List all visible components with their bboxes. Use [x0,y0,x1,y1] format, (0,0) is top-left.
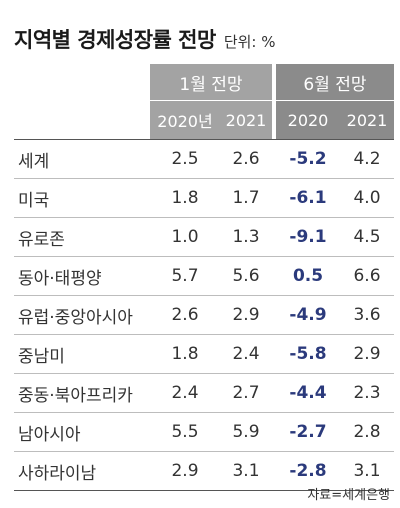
jun-2021-cell: 2.9 [353,344,381,364]
jan-2020-cell: 5.7 [171,266,199,286]
jun-2020-cell: -2.7 [289,422,327,442]
jan-2020-cell: 1.8 [171,188,199,208]
jun-2021-cell: 3.1 [353,461,381,481]
jan-2021-cell: 5.6 [232,266,260,286]
jun-2021-cell: 2.8 [353,422,381,442]
jun-2020-cell: -9.1 [289,227,327,247]
jan-2021-cell: 3.1 [232,461,260,481]
source-note: 자료=세계은행 [307,488,390,503]
jan-2021-cell: 2.6 [232,149,260,169]
region-cell: 유럽·중앙아시아 [18,307,133,328]
region-cell: 동아·태평양 [18,268,102,289]
jan-2021-cell: 1.7 [232,188,260,208]
region-cell: 남아시아 [18,424,81,445]
jun-2021-cell: 6.6 [353,266,381,286]
table-row: 미국 1.8 1.7 -6.1 4.0 [14,179,394,218]
unit-label: 단위: % [223,33,276,51]
jun-2020-cell: -5.8 [289,344,327,364]
jan-2020-cell: 2.9 [171,461,199,481]
jun-2020-cell: -4.4 [289,383,327,403]
table-row: 유럽·중앙아시아 2.6 2.9 -4.9 3.6 [14,296,394,335]
table-row: 유로존 1.0 1.3 -9.1 4.5 [14,218,394,257]
jun-2020-cell: -4.9 [289,305,327,325]
header-year-jan-2021: 2021 [220,101,272,139]
table-body: 세계 2.5 2.6 -5.2 4.2 미국 1.8 1.7 -6.1 4.0 … [14,140,394,491]
jan-2020-cell: 1.8 [171,344,199,364]
jun-2020-cell: 0.5 [292,266,324,286]
jan-2020-cell: 5.5 [171,422,199,442]
table-row: 중동·북아프리카 2.4 2.7 -4.4 2.3 [14,374,394,413]
page-title: 지역별 경제성장률 전망 [14,28,216,52]
jun-2020-cell: -5.2 [289,149,327,169]
jan-2021-cell: 2.9 [232,305,260,325]
table-row: 동아·태평양 5.7 5.6 0.5 6.6 [14,257,394,296]
jun-2021-cell: 4.5 [353,227,381,247]
jun-2021-cell: 2.3 [353,383,381,403]
header-divider [14,139,394,140]
jun-2020-cell: -2.8 [289,461,327,481]
region-cell: 유로존 [18,229,65,250]
title-row: 지역별 경제성장률 전망 단위: % [14,24,276,54]
region-cell: 중동·북아프리카 [18,385,133,406]
header-group-january: 1월 전망 [150,64,272,100]
jun-2021-cell: 4.0 [353,188,381,208]
jan-2021-cell: 1.3 [232,227,260,247]
table-row: 남아시아 5.5 5.9 -2.7 2.8 [14,413,394,452]
jan-2021-cell: 5.9 [232,422,260,442]
jan-2020-cell: 2.6 [171,305,199,325]
jan-2020-cell: 1.0 [171,227,199,247]
jun-2020-cell: -6.1 [289,188,327,208]
jan-2020-cell: 2.5 [171,149,199,169]
header-group-june: 6월 전망 [276,64,394,100]
jan-2021-cell: 2.4 [232,344,260,364]
region-cell: 세계 [18,151,50,172]
table-row: 세계 2.5 2.6 -5.2 4.2 [14,140,394,179]
table-row: 중남미 1.8 2.4 -5.8 2.9 [14,335,394,374]
jan-2021-cell: 2.7 [232,383,260,403]
region-cell: 사하라이남 [18,463,97,484]
header-year-jun-2021: 2021 [340,101,394,139]
jun-2021-cell: 4.2 [353,149,381,169]
region-cell: 미국 [18,190,50,211]
table-row: 사하라이남 2.9 3.1 -2.8 3.1 [14,452,394,491]
jan-2020-cell: 2.4 [171,383,199,403]
header-year-jun-2020: 2020 [276,101,340,139]
jun-2021-cell: 3.6 [353,305,381,325]
region-cell: 중남미 [18,346,65,367]
header-year-jan-2020: 2020년 [150,101,220,139]
